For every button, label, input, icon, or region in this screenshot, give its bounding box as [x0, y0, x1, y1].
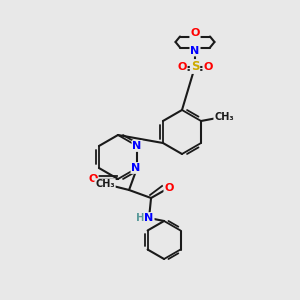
- Text: O: O: [203, 61, 213, 71]
- Text: N: N: [190, 46, 200, 56]
- Text: O: O: [177, 61, 187, 71]
- Text: O: O: [164, 183, 174, 193]
- Text: N: N: [131, 163, 141, 173]
- Text: CH₃: CH₃: [95, 179, 115, 189]
- Text: O: O: [190, 28, 200, 38]
- Text: N: N: [144, 213, 154, 223]
- Text: N: N: [132, 141, 142, 151]
- Text: O: O: [88, 174, 98, 184]
- Text: CH₃: CH₃: [214, 112, 234, 122]
- Text: H: H: [136, 213, 144, 223]
- Text: S: S: [191, 60, 199, 73]
